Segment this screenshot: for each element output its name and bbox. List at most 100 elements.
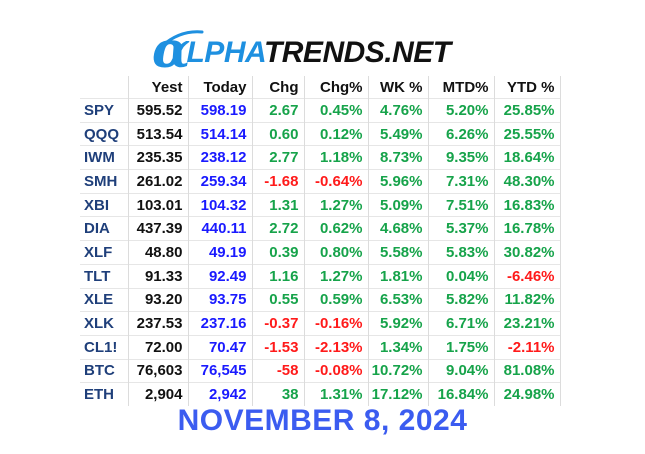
cell-chg: 2.67 xyxy=(252,98,305,123)
cell-ytd-pct: 81.08% xyxy=(494,358,561,383)
cell-today: 104.32 xyxy=(188,192,253,217)
table-row: ETH 2,904 2,942 38 1.31% 17.12% 16.84% 24.98% xyxy=(80,382,561,406)
cell-wk-pct: 5.09% xyxy=(368,192,429,217)
cell-ytd-pct: 23.21% xyxy=(494,311,561,336)
cell-wk-pct: 6.53% xyxy=(368,287,429,312)
logo-wordmark: LPHATRENDS.NET xyxy=(186,36,451,74)
cell-wk-pct: 5.58% xyxy=(368,240,429,265)
cell-today: 514.14 xyxy=(188,121,253,146)
cell-ytd-pct: 11.82% xyxy=(494,287,561,312)
cell-chg: 38 xyxy=(252,382,305,406)
cell-mtd-pct: 5.37% xyxy=(428,216,495,241)
cell-chg-pct: -0.16% xyxy=(304,311,369,336)
cell-chg: 0.60 xyxy=(252,121,305,146)
cell-symbol: BTC xyxy=(80,358,129,383)
cell-symbol: XLK xyxy=(80,311,129,336)
cell-wk-pct: 1.34% xyxy=(368,334,429,360)
cell-symbol: QQQ xyxy=(80,121,129,146)
header-chg: Chg xyxy=(252,76,305,99)
cell-ytd-pct: 18.64% xyxy=(494,145,561,170)
cell-ytd-pct: -6.46% xyxy=(494,263,561,288)
cell-today: 93.75 xyxy=(188,287,253,312)
cell-chg-pct: 0.12% xyxy=(304,121,369,146)
table-row: XLF 48.80 49.19 0.39 0.80% 5.58% 5.83% 30.82% xyxy=(80,240,561,265)
cell-chg-pct: 1.31% xyxy=(304,382,369,406)
cell-chg-pct: 0.62% xyxy=(304,216,369,241)
cell-chg-pct: 1.27% xyxy=(304,263,369,288)
cell-ytd-pct: 25.85% xyxy=(494,98,561,123)
cell-wk-pct: 5.92% xyxy=(368,311,429,336)
cell-symbol: XLE xyxy=(80,287,129,312)
cell-yest: 103.01 xyxy=(128,192,189,217)
cell-mtd-pct: 7.31% xyxy=(428,169,495,194)
cell-symbol: ETH xyxy=(80,382,129,406)
cell-chg-pct: 1.18% xyxy=(304,145,369,170)
cell-chg-pct: 0.80% xyxy=(304,240,369,265)
cell-yest: 235.35 xyxy=(128,145,189,170)
market-quotes-table: Yest Today Chg Chg% WK % MTD% YTD % SPY 5… xyxy=(80,76,561,406)
cell-yest: 513.54 xyxy=(128,121,189,146)
cell-ytd-pct: 24.98% xyxy=(494,382,561,406)
cell-yest: 595.52 xyxy=(128,98,189,123)
cell-chg: 0.39 xyxy=(252,240,305,265)
cell-today: 598.19 xyxy=(188,98,253,123)
table-row: BTC 76,603 76,545 -58 -0.08% 10.72% 9.04% 81.08… xyxy=(80,358,561,383)
report-date: NOVEMBER 8, 2024 xyxy=(177,404,468,437)
cell-wk-pct: 4.76% xyxy=(368,98,429,123)
cell-mtd-pct: 16.84% xyxy=(428,382,495,406)
header-wk-pct: WK % xyxy=(368,76,429,99)
cell-mtd-pct: 5.83% xyxy=(428,240,495,265)
cell-mtd-pct: 5.82% xyxy=(428,287,495,312)
cell-symbol: TLT xyxy=(80,263,129,288)
cell-ytd-pct: 25.55% xyxy=(494,121,561,146)
cell-symbol: CL1! xyxy=(80,334,129,360)
cell-chg-pct: 0.45% xyxy=(304,98,369,123)
cell-yest: 72.00 xyxy=(128,334,189,360)
cell-yest: 93.20 xyxy=(128,287,189,312)
cell-chg-pct: -2.13% xyxy=(304,334,369,360)
cell-chg-pct: 1.27% xyxy=(304,192,369,217)
cell-mtd-pct: 1.75% xyxy=(428,334,495,360)
cell-today: 440.11 xyxy=(188,216,253,241)
logo-trends-part: TRENDS.NET xyxy=(263,36,451,69)
header-today: Today xyxy=(188,76,253,99)
cell-wk-pct: 5.49% xyxy=(368,121,429,146)
cell-today: 49.19 xyxy=(188,240,253,265)
cell-mtd-pct: 7.51% xyxy=(428,192,495,217)
cell-wk-pct: 5.96% xyxy=(368,169,429,194)
cell-ytd-pct: 30.82% xyxy=(494,240,561,265)
cell-today: 259.34 xyxy=(188,169,253,194)
table-row: XLE 93.20 93.75 0.55 0.59% 6.53% 5.82% 11.82% xyxy=(80,287,561,312)
cell-ytd-pct: 16.78% xyxy=(494,216,561,241)
cell-chg: -1.53 xyxy=(252,334,305,360)
cell-chg: -1.68 xyxy=(252,169,305,194)
cell-symbol: DIA xyxy=(80,216,129,241)
cell-chg: 0.55 xyxy=(252,287,305,312)
cell-mtd-pct: 5.20% xyxy=(428,98,495,123)
table-row: DIA 437.39 440.11 2.72 0.62% 4.68% 5.37% 16.78% xyxy=(80,216,561,241)
cell-today: 76,545 xyxy=(188,358,253,383)
cell-symbol: SMH xyxy=(80,169,129,194)
table-row: TLT 91.33 92.49 1.16 1.27% 1.81% 0.04% -6.46% xyxy=(80,263,561,288)
cell-wk-pct: 17.12% xyxy=(368,382,429,406)
cell-chg-pct: -0.64% xyxy=(304,169,369,194)
cell-ytd-pct: 16.83% xyxy=(494,192,561,217)
cell-yest: 237.53 xyxy=(128,311,189,336)
table-row: SMH 261.02 259.34 -1.68 -0.64% 5.96% 7.31% 48.3… xyxy=(80,169,561,194)
cell-yest: 48.80 xyxy=(128,240,189,265)
cell-chg: -58 xyxy=(252,358,305,383)
cell-ytd-pct: -2.11% xyxy=(494,334,561,360)
cell-today: 70.47 xyxy=(188,334,253,360)
cell-mtd-pct: 9.35% xyxy=(428,145,495,170)
cell-yest: 2,904 xyxy=(128,382,189,406)
cell-wk-pct: 10.72% xyxy=(368,358,429,383)
header-chg-pct: Chg% xyxy=(304,76,369,99)
cell-symbol: XBI xyxy=(80,192,129,217)
cell-ytd-pct: 48.30% xyxy=(494,169,561,194)
cell-mtd-pct: 6.71% xyxy=(428,311,495,336)
cell-today: 2,942 xyxy=(188,382,253,406)
header-symbol xyxy=(80,76,129,99)
cell-wk-pct: 1.81% xyxy=(368,263,429,288)
cell-mtd-pct: 6.26% xyxy=(428,121,495,146)
cell-wk-pct: 8.73% xyxy=(368,145,429,170)
